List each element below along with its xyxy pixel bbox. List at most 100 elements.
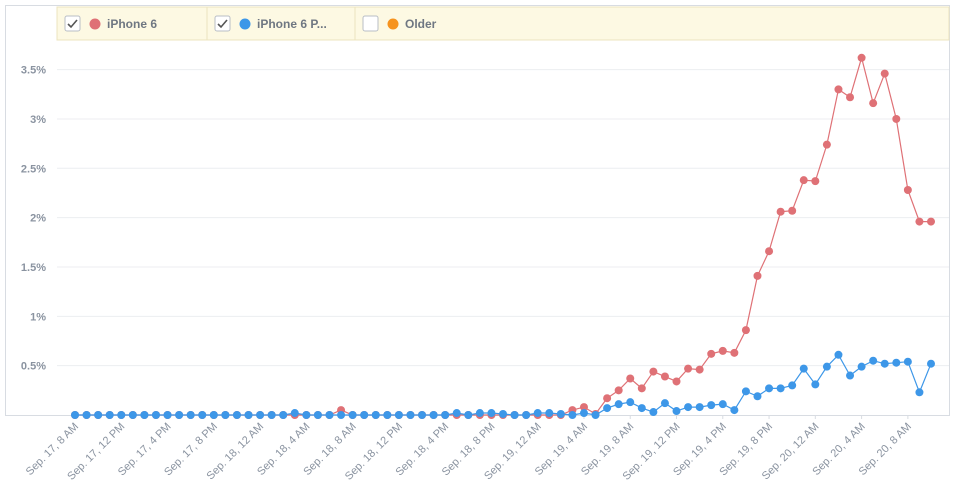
legend-item[interactable]: Older [362, 15, 437, 32]
data-point [394, 411, 403, 419]
data-point [591, 411, 600, 419]
legend-label: Older [405, 17, 437, 31]
y-tick-label: 2.5% [21, 163, 46, 175]
data-point [741, 387, 750, 396]
data-point [880, 69, 889, 78]
legend-check [67, 19, 78, 29]
data-point [660, 372, 669, 381]
data-point [198, 411, 207, 419]
legend: iPhone 6 iPhone 6 P... Older [64, 7, 437, 40]
data-point [475, 409, 484, 418]
data-point [510, 411, 519, 419]
data-point [880, 359, 889, 368]
data-point [244, 411, 253, 419]
data-point [441, 411, 450, 419]
data-point [337, 411, 346, 419]
plot [71, 53, 935, 419]
data-point [822, 362, 831, 371]
data-point [776, 207, 785, 216]
data-point [776, 384, 785, 393]
data-point [579, 403, 588, 412]
data-point [718, 346, 727, 355]
data-point [637, 384, 646, 393]
data-point [637, 404, 646, 413]
data-point [915, 217, 924, 226]
data-point [857, 53, 866, 62]
data-point [869, 99, 878, 108]
data-point [626, 374, 635, 383]
data-point [614, 386, 623, 395]
legend-checkbox[interactable] [214, 15, 231, 32]
data-point [499, 410, 507, 419]
data-point [105, 411, 114, 419]
data-point [672, 377, 681, 386]
data-point [903, 357, 912, 366]
data-point [522, 411, 531, 419]
data-point [788, 206, 797, 215]
data-point [927, 217, 935, 226]
data-point [568, 411, 577, 419]
data-point [418, 411, 427, 419]
data-point [556, 410, 565, 419]
y-tick-label: 1% [30, 311, 46, 323]
data-point [533, 409, 542, 418]
data-point [117, 411, 126, 419]
data-point [857, 362, 866, 371]
legend-item[interactable]: iPhone 6 P... [214, 15, 327, 32]
legend-check [217, 19, 228, 29]
data-point [545, 409, 554, 418]
legend-item[interactable]: iPhone 6 [64, 15, 157, 32]
data-point [429, 411, 438, 419]
data-point [82, 411, 91, 419]
data-point [163, 411, 172, 419]
data-point [360, 411, 369, 419]
data-point [290, 409, 299, 418]
data-point [765, 384, 774, 393]
data-point [452, 409, 461, 418]
legend-label: iPhone 6 [107, 17, 157, 31]
data-point [707, 349, 716, 358]
data-point [684, 403, 693, 412]
data-point [695, 403, 704, 412]
data-point [279, 411, 288, 419]
data-point [186, 411, 195, 419]
data-point [695, 365, 704, 374]
data-point [869, 356, 878, 365]
data-point [71, 411, 79, 419]
y-tick-label: 1.5% [21, 262, 46, 274]
data-point [753, 271, 762, 280]
data-point [846, 93, 855, 102]
data-point [834, 350, 843, 359]
data-point [94, 411, 103, 419]
legend-label: iPhone 6 P... [257, 17, 327, 31]
legend-bar [56, 6, 950, 41]
legend-checkbox[interactable] [362, 15, 379, 32]
legend-swatch [387, 18, 399, 30]
data-point [799, 176, 808, 185]
chart-frame [5, 5, 950, 416]
data-point [487, 409, 496, 418]
data-point [903, 186, 912, 195]
data-point [811, 380, 820, 389]
data-point [649, 408, 658, 417]
data-point [660, 399, 669, 408]
data-point [140, 411, 149, 419]
data-point [128, 411, 137, 419]
data-point [730, 348, 739, 357]
data-point [822, 140, 831, 149]
data-point [603, 404, 612, 413]
data-point [302, 411, 311, 419]
data-point [603, 394, 612, 403]
legend-swatch [89, 18, 101, 30]
data-point [753, 392, 762, 401]
data-point [209, 411, 218, 419]
data-point [256, 411, 265, 419]
legend-checkbox[interactable] [64, 15, 81, 32]
data-point [151, 411, 160, 419]
data-point [811, 177, 820, 186]
data-point [649, 367, 658, 376]
data-point [221, 411, 230, 419]
data-point [672, 407, 681, 416]
